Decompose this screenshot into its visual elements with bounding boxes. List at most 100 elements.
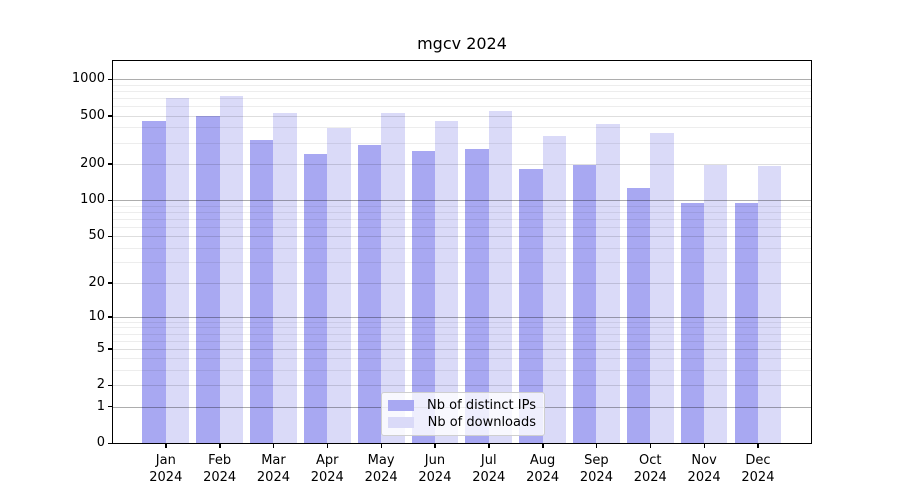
x-tick-label-jul: Jul 2024	[472, 453, 506, 485]
x-tick-mark	[703, 443, 705, 448]
bar-ips-jul	[465, 148, 489, 443]
x-tick-mark	[326, 443, 329, 448]
legend-label-downloads: Nb of downloads	[427, 415, 536, 430]
y-tick-label: 100	[80, 192, 105, 208]
minor-gridline	[113, 262, 811, 264]
x-tick-label-jun: Jun 2024	[418, 453, 452, 485]
y-tick-mark	[108, 78, 113, 81]
x-tick-mark	[272, 443, 275, 448]
x-tick-label-nov: Nov 2024	[687, 453, 721, 485]
legend-swatch-downloads	[388, 417, 414, 428]
bar-downloads-dec	[757, 166, 782, 443]
chart-title: mgcv 2024	[417, 34, 507, 53]
y-tick-label: 50	[88, 228, 105, 244]
y-tick-label: 2	[96, 377, 105, 393]
legend: Nb of distinct IPs Nb of downloads	[381, 392, 545, 436]
legend-swatch-distinct-ips	[388, 400, 414, 411]
y-tick-mark	[108, 199, 113, 201]
x-tick-label-mar: Mar 2024	[256, 453, 290, 485]
y-tick-label: 1000	[71, 71, 105, 87]
minor-gridline	[113, 226, 811, 228]
legend-item-downloads: Nb of downloads	[388, 415, 536, 430]
bar-ips-oct	[626, 188, 651, 443]
minor-gridline	[113, 247, 811, 249]
legend-item-distinct-ips: Nb of distinct IPs	[388, 398, 536, 413]
bar-downloads-mar	[273, 113, 297, 443]
y-tick-label: 10	[88, 308, 105, 324]
bar-ips-nov	[680, 203, 705, 443]
x-tick-label-aug: Aug 2024	[526, 453, 560, 485]
bar-downloads-oct	[650, 133, 674, 443]
bar-downloads-may	[381, 113, 405, 443]
bar-ips-mar	[250, 139, 274, 443]
y-tick-mark	[108, 235, 113, 237]
minor-gridline	[113, 370, 811, 372]
minor-gridline	[113, 333, 811, 335]
bar-downloads-jul	[488, 111, 513, 443]
y-tick-mark	[108, 348, 113, 350]
bar-downloads-sep	[596, 124, 620, 443]
x-tick-mark	[488, 443, 490, 448]
minor-gridline	[113, 358, 811, 360]
major-gridline	[113, 316, 811, 318]
x-tick-label-apr: Apr 2024	[310, 453, 344, 485]
y-tick-label: 500	[80, 107, 105, 123]
x-tick-label-feb: Feb 2024	[203, 453, 237, 485]
gridline	[113, 236, 811, 238]
bar-ips-apr	[303, 153, 328, 443]
minor-gridline	[113, 84, 811, 86]
x-tick-mark	[219, 443, 221, 448]
major-gridline	[113, 200, 811, 202]
y-tick-mark	[108, 442, 113, 444]
y-tick-mark	[108, 282, 113, 284]
x-tick-label-jan: Jan 2024	[149, 453, 183, 485]
gridline	[113, 385, 811, 387]
bar-downloads-jun	[434, 121, 459, 443]
minor-gridline	[113, 91, 811, 93]
x-tick-mark	[649, 443, 652, 448]
bar-ips-dec	[734, 203, 758, 443]
minor-gridline	[113, 340, 811, 342]
minor-gridline	[113, 211, 811, 213]
bar-downloads-apr	[327, 127, 351, 443]
bar-downloads-feb	[219, 95, 244, 443]
bar-ips-aug	[519, 169, 543, 443]
minor-gridline	[113, 106, 811, 108]
bar-downloads-nov	[704, 165, 728, 443]
bar-ips-sep	[573, 164, 597, 443]
x-tick-mark	[595, 443, 598, 448]
y-tick-label: 1	[96, 398, 105, 414]
x-tick-label-may: May 2024	[364, 453, 398, 485]
y-tick-label: 5	[96, 340, 105, 356]
minor-gridline	[113, 218, 811, 220]
legend-label-distinct-ips: Nb of distinct IPs	[427, 398, 536, 413]
x-tick-mark	[542, 443, 544, 448]
y-tick-mark	[108, 115, 113, 117]
y-tick-mark	[108, 163, 113, 165]
y-tick-label: 0	[96, 435, 105, 450]
x-tick-mark	[380, 443, 382, 448]
x-tick-label-sep: Sep 2024	[579, 453, 613, 485]
y-tick-label: 200	[80, 155, 105, 171]
major-gridline	[113, 79, 811, 81]
y-tick-mark	[108, 406, 113, 408]
bar-ips-feb	[196, 116, 220, 443]
x-tick-mark	[434, 443, 436, 448]
bar-ips-may	[357, 145, 382, 443]
minor-gridline	[113, 321, 811, 323]
bar-ips-jun	[411, 150, 435, 443]
x-tick-mark	[757, 443, 759, 448]
gridline	[113, 282, 811, 284]
gridline	[113, 348, 811, 350]
x-tick-label-oct: Oct 2024	[633, 453, 667, 485]
y-tick-label: 20	[88, 274, 105, 290]
x-tick-mark	[165, 443, 167, 448]
x-tick-label-dec: Dec 2024	[741, 453, 775, 485]
plot-area	[112, 60, 812, 444]
gridline	[113, 163, 811, 165]
minor-gridline	[113, 127, 811, 129]
y-tick-mark	[108, 384, 113, 387]
gridline	[113, 115, 811, 117]
minor-gridline	[113, 142, 811, 144]
